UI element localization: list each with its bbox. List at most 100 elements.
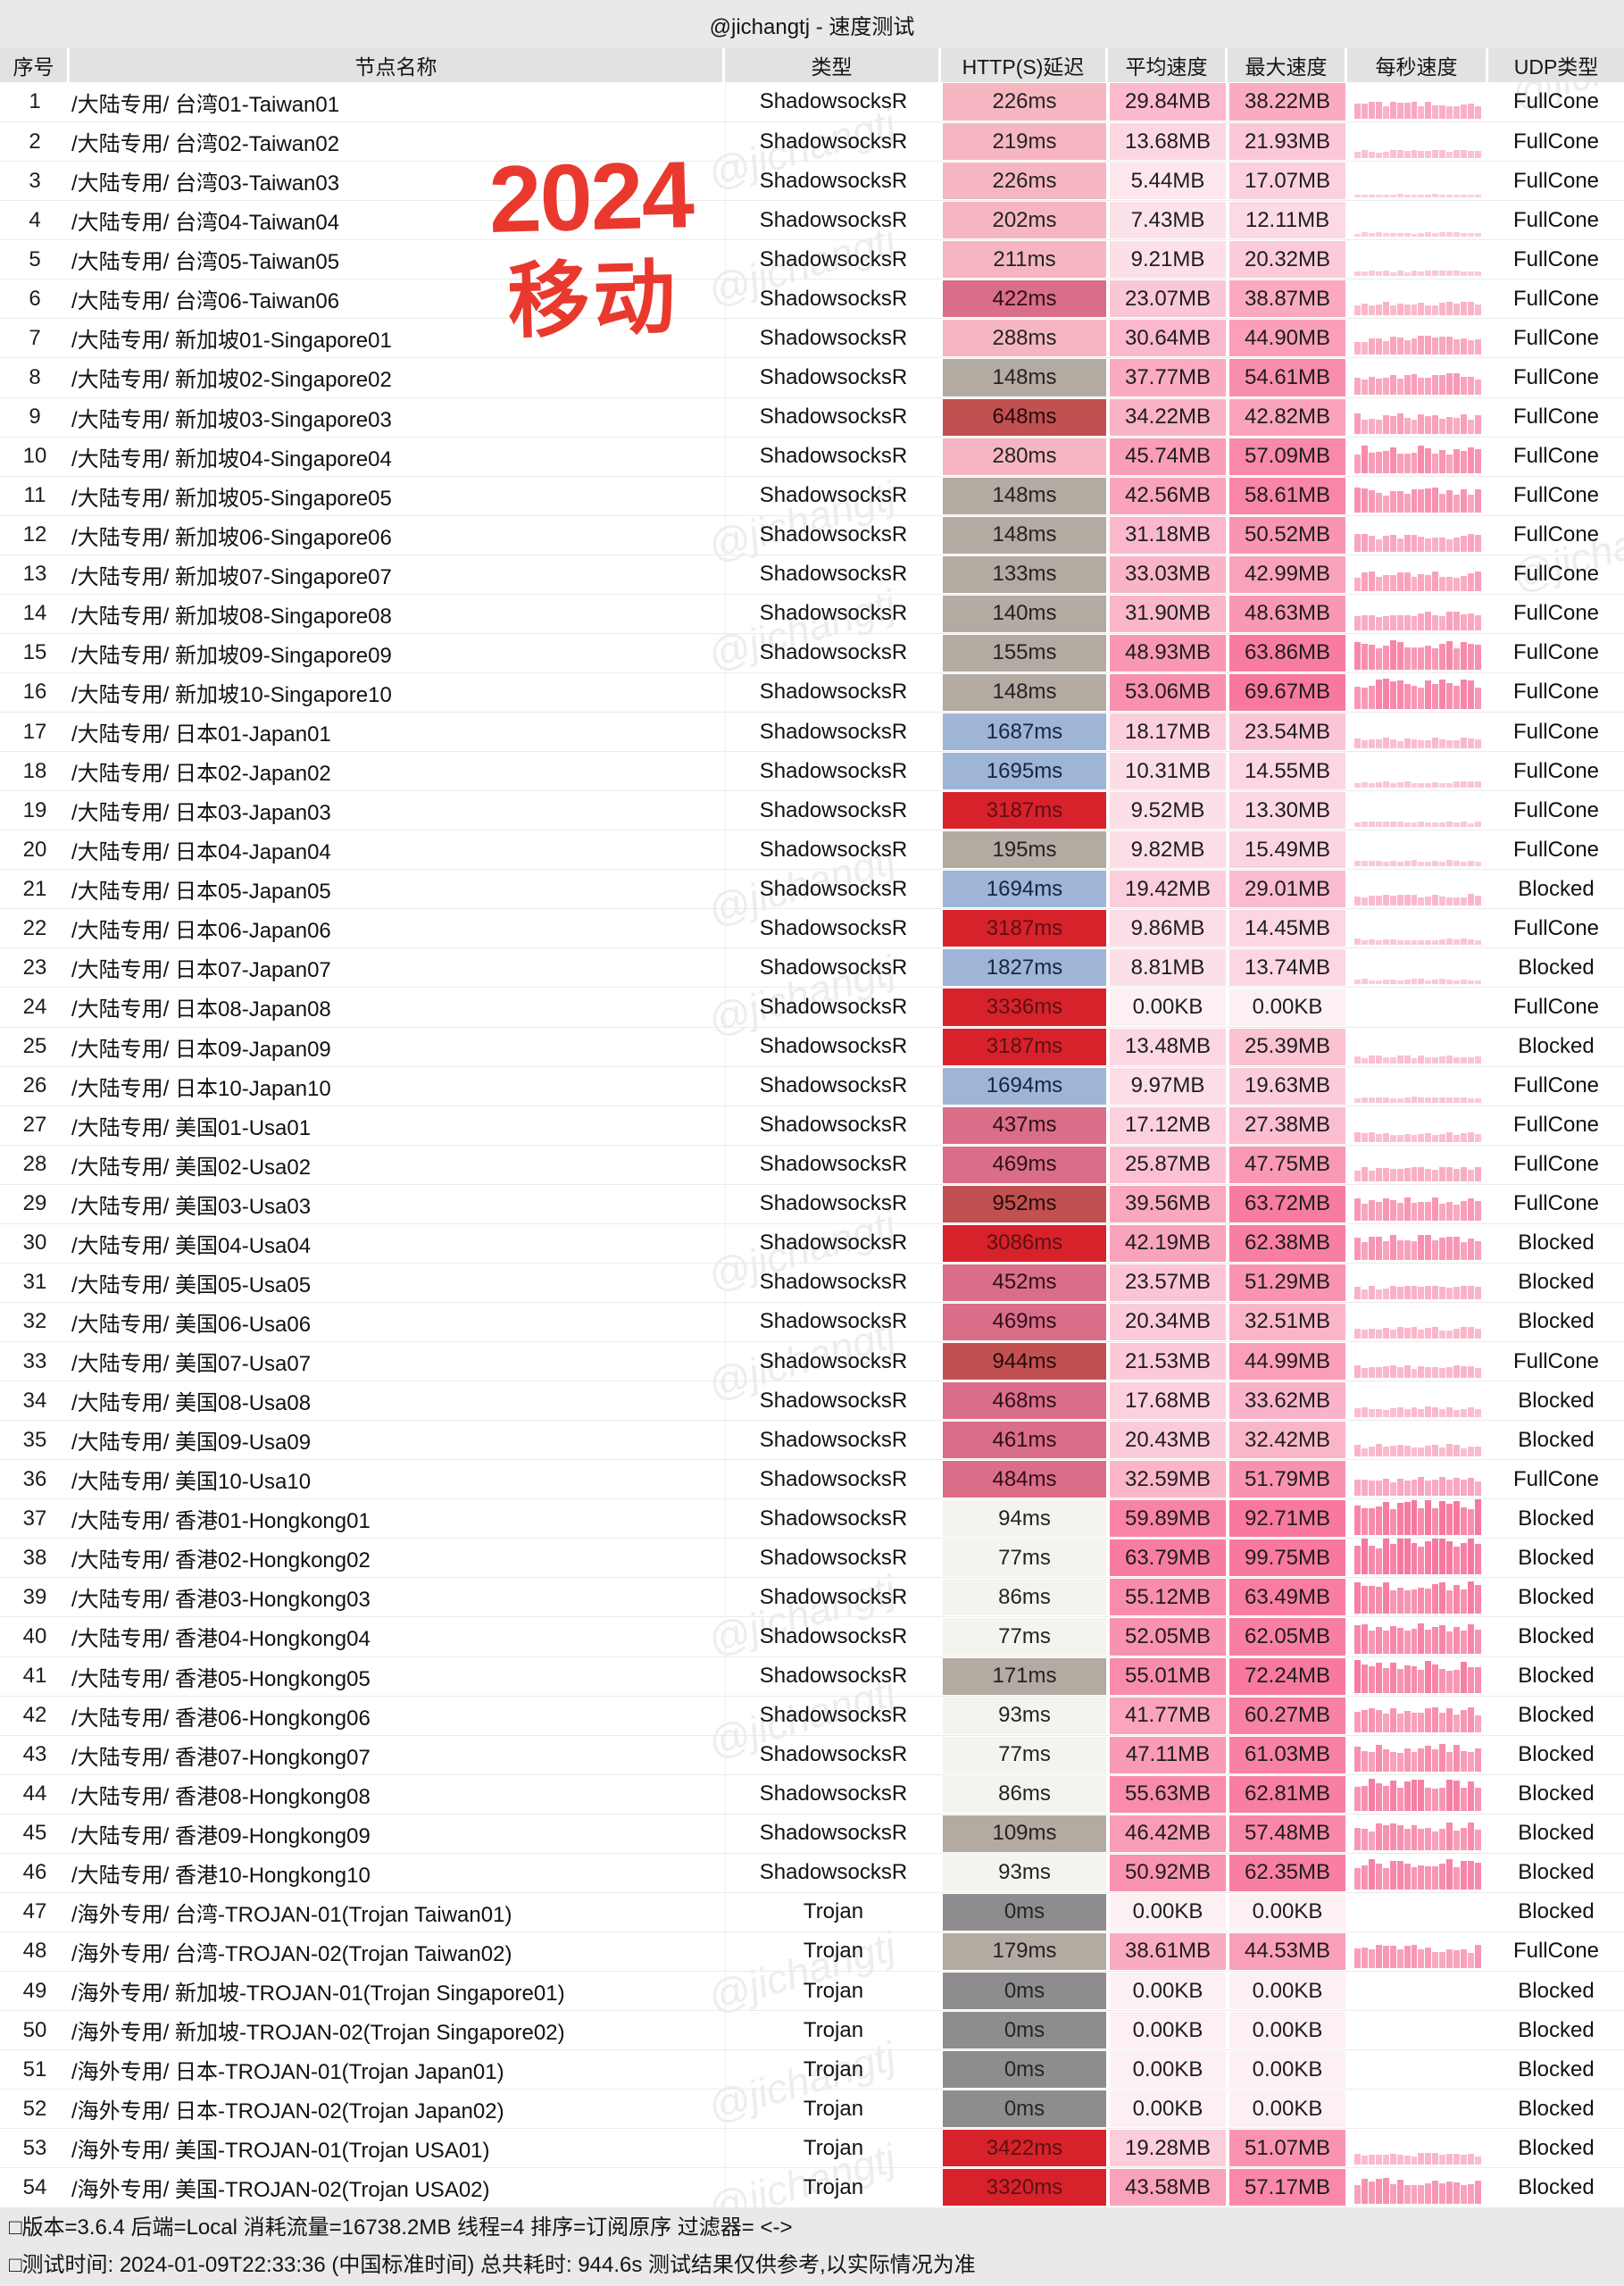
avg-speed-value: 0.00KB xyxy=(1110,1893,1226,1931)
udp-type: FullCone xyxy=(1512,1152,1600,1177)
avg-speed-cell: 30.64MB xyxy=(1108,319,1228,357)
sparkline-bar xyxy=(1361,1785,1368,1811)
table-row: 34 /大陆专用/ 美国08-Usa08 ShadowsocksR 468ms … xyxy=(0,1381,1624,1421)
sparkline-bar xyxy=(1361,379,1368,395)
sparkline-bar xyxy=(1468,1197,1474,1221)
max-speed-value: 19.63MB xyxy=(1229,1067,1345,1105)
max-speed-cell: 61.03MB xyxy=(1228,1736,1347,1774)
sparkline-bar xyxy=(1425,1097,1432,1103)
sparkline-bar xyxy=(1403,1502,1411,1536)
sparkline-bar xyxy=(1418,1588,1425,1614)
avg-speed-value: 23.57MB xyxy=(1110,1264,1226,1301)
sparkline-bar xyxy=(1354,1786,1361,1811)
row-index: 20 xyxy=(22,837,47,862)
max-speed-value: 61.03MB xyxy=(1229,1736,1345,1773)
node-type: ShadowsocksR xyxy=(725,713,941,752)
sparkline-bar xyxy=(1361,1865,1368,1890)
sparkline-bar xyxy=(1425,611,1432,630)
sparkline-bar xyxy=(1354,1480,1361,1497)
avg-speed-cell: 0.00KB xyxy=(1108,2011,1228,2049)
sparkline-bar xyxy=(1354,1055,1361,1064)
sparkline-bar xyxy=(1361,2179,1368,2205)
sparkline-bar xyxy=(1418,1828,1425,1850)
udp-type: FullCone xyxy=(1512,562,1600,587)
row-index: 23 xyxy=(22,955,47,980)
table-row: 45 /大陆专用/ 香港09-Hongkong09 ShadowsocksR 1… xyxy=(0,1813,1624,1853)
node-name: /大陆专用/ 新加坡09-Singapore09 xyxy=(71,643,392,668)
sparkline-bars xyxy=(1354,1342,1481,1379)
max-speed-value: 44.90MB xyxy=(1229,320,1345,357)
sparkline-bar xyxy=(1468,2154,1474,2165)
sparkline-bar xyxy=(1418,1166,1425,1181)
sparkline-bar xyxy=(1418,2153,1425,2165)
avg-speed-cell: 19.28MB xyxy=(1108,2129,1228,2167)
row-index: 28 xyxy=(22,1152,47,1177)
speed-sparkline xyxy=(1347,279,1488,318)
sparkline-bar xyxy=(1453,537,1461,552)
avg-speed-cell: 42.19MB xyxy=(1108,1224,1228,1263)
sparkline-bar xyxy=(1375,896,1382,906)
sparkline-bar xyxy=(1411,576,1418,591)
sparkline-bar xyxy=(1425,151,1432,159)
sparkline-bar xyxy=(1446,1751,1453,1772)
sparkline-bars xyxy=(1354,752,1481,788)
sparkline-bar xyxy=(1432,1197,1439,1221)
sparkline-bar xyxy=(1474,1787,1481,1811)
sparkline-bar xyxy=(1453,304,1461,316)
sparkline-bar xyxy=(1425,1541,1432,1575)
table-row: 28 /大陆专用/ 美国02-Usa02 ShadowsocksR 469ms … xyxy=(0,1144,1624,1184)
udp-type: FullCone xyxy=(1512,405,1600,430)
sparkline-bar xyxy=(1425,1367,1432,1379)
sparkline-bar xyxy=(1432,1664,1439,1693)
max-speed-cell: 51.79MB xyxy=(1228,1460,1347,1498)
udp-type: Blocked xyxy=(1518,2174,1595,2199)
avg-speed-cell: 9.82MB xyxy=(1108,830,1228,869)
row-index: 26 xyxy=(22,1073,47,1098)
sparkline-bar xyxy=(1461,980,1467,985)
sparkline-bar xyxy=(1453,1714,1461,1732)
node-name: /海外专用/ 美国-TROJAN-01(Trojan USA01) xyxy=(71,2139,490,2164)
sparkline-bar xyxy=(1425,1328,1432,1339)
latency-value: 202ms xyxy=(943,202,1106,239)
sparkline-bar xyxy=(1468,1169,1474,1181)
sparkline-bar xyxy=(1425,538,1432,552)
sparkline-bar xyxy=(1396,1503,1403,1536)
sparkline-bar xyxy=(1411,534,1418,552)
sparkline-bar xyxy=(1432,1480,1439,1497)
sparkline-bar xyxy=(1425,336,1432,355)
sparkline-bar xyxy=(1403,1748,1411,1772)
latency-cell: 3320ms xyxy=(941,2168,1108,2207)
max-speed-value: 25.39MB xyxy=(1229,1028,1345,1065)
sparkline-bars xyxy=(1354,162,1481,198)
sparkline-bar xyxy=(1382,1502,1389,1536)
avg-speed-cell: 21.53MB xyxy=(1108,1342,1228,1381)
max-speed-value: 13.30MB xyxy=(1229,792,1345,830)
avg-speed-cell: 46.42MB xyxy=(1108,1815,1228,1853)
avg-speed-value: 43.58MB xyxy=(1110,2169,1226,2207)
max-speed-value: 14.55MB xyxy=(1229,753,1345,790)
sparkline-bar xyxy=(1446,1779,1453,1811)
node-type: Trojan xyxy=(725,1931,941,1971)
sparkline-bar xyxy=(1361,1132,1368,1142)
avg-speed-cell: 0.00KB xyxy=(1108,1893,1228,1931)
node-type: ShadowsocksR xyxy=(725,1342,941,1381)
sparkline-bar xyxy=(1425,1481,1432,1497)
latency-value: 3422ms xyxy=(943,2130,1106,2167)
sparkline-bar xyxy=(1432,1508,1439,1536)
sparkline-bar xyxy=(1461,104,1467,120)
node-type: ShadowsocksR xyxy=(725,1814,941,1853)
avg-speed-value: 13.48MB xyxy=(1110,1028,1226,1065)
sparkline-bar xyxy=(1468,533,1474,552)
sparkline-bar xyxy=(1418,106,1425,120)
udp-type: FullCone xyxy=(1512,758,1600,783)
sparkline-bar xyxy=(1411,1751,1418,1772)
sparkline-bar xyxy=(1425,740,1432,749)
node-name: /大陆专用/ 日本09-Japan09 xyxy=(71,1037,331,1062)
max-speed-cell: 72.24MB xyxy=(1228,1657,1347,1696)
sparkline-bar xyxy=(1361,1203,1368,1221)
sparkline-bar xyxy=(1382,414,1389,434)
sparkline-bar xyxy=(1432,233,1439,238)
sparkline-bar xyxy=(1361,1586,1368,1614)
udp-type: FullCone xyxy=(1512,522,1600,547)
sparkline-bar xyxy=(1461,1166,1467,1181)
